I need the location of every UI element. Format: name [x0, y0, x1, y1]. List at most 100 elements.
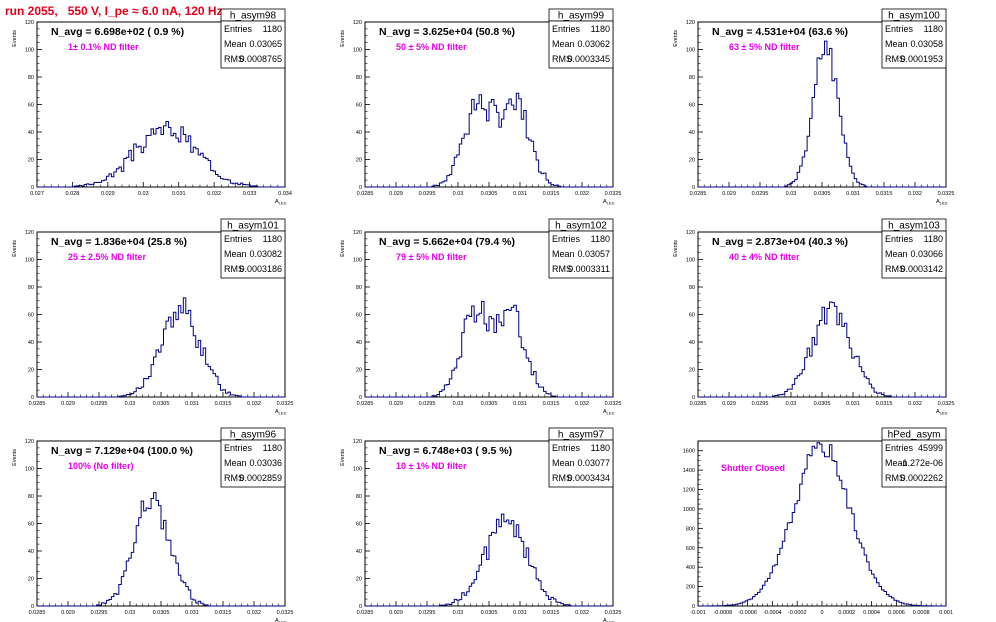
y-tick-label: 0 — [359, 604, 362, 610]
x-tick-label: 0.03 — [453, 610, 464, 616]
histogram-panel-h_asym102: 0 20 40 60 80 100 120 0.0285 0.029 0.0295 0.03 0.03… — [340, 218, 622, 416]
x-tick-label: 0.0285 — [690, 191, 707, 197]
stats-value: 1180 — [263, 24, 282, 34]
x-tick-label: 0.029 — [389, 191, 403, 197]
x-tick-label: 0.0305 — [814, 401, 831, 407]
y-tick-label: 80 — [28, 75, 34, 81]
x-tick-label: 0.032 — [575, 401, 589, 407]
stats-label: Mean — [552, 249, 575, 259]
histogram-trace — [37, 297, 285, 398]
x-tick-label: 0.0325 — [938, 191, 955, 197]
y-tick-label: 120 — [25, 230, 34, 236]
filter-label: 63 ± 5% ND filter — [729, 42, 800, 52]
y-tick-label: 0 — [359, 395, 362, 401]
x-tick-label: 0.0002 — [838, 610, 855, 616]
histogram-trace — [37, 492, 285, 607]
stats-value: 0.0003434 — [567, 473, 610, 483]
y-tick-label: 100 — [686, 258, 695, 264]
x-tick-label: 0.031 — [172, 191, 186, 197]
stats-label: Entries — [885, 443, 914, 453]
filter-label: 50 ± 5% ND filter — [396, 42, 467, 52]
stats-title: h_asym99 — [558, 11, 605, 22]
navg-label: N_avg = 7.129e+04 (100.0 %) — [51, 445, 193, 457]
stats-title: h_asym96 — [230, 430, 277, 441]
y-tick-label: 40 — [356, 340, 362, 346]
x-tick-label: -0.0004 — [763, 610, 782, 616]
x-tick-label: 0.0285 — [690, 401, 707, 407]
stats-value: -1.272e-06 — [899, 458, 943, 468]
histogram-trace — [365, 513, 613, 607]
x-tick-label: 0.031 — [846, 191, 860, 197]
y-tick-label: 120 — [686, 230, 695, 236]
filter-label: 25 ± 2.5% ND filter — [68, 252, 146, 262]
stats-label: RMS — [552, 54, 572, 64]
y-tick-label: 100 — [353, 258, 362, 264]
navg-label: N_avg = 3.625e+04 (50.8 %) — [379, 26, 515, 38]
navg-label: N_avg = 6.748e+03 ( 9.5 %) — [379, 445, 512, 457]
navg-label: N_avg = 4.531e+04 (63.6 %) — [712, 26, 848, 38]
filter-label: 79 ± 5% ND filter — [396, 252, 467, 262]
stats-label: RMS — [885, 54, 905, 64]
y-tick-label: 100 — [25, 48, 34, 54]
y-axis-title: Events — [12, 240, 18, 257]
stats-label: Entries — [885, 234, 914, 244]
x-axis-title: ALED — [603, 409, 615, 416]
histogram-trace — [698, 301, 946, 398]
x-tick-label: 0.0285 — [357, 610, 374, 616]
y-tick-label: 60 — [356, 103, 362, 109]
x-tick-label: 0.031 — [513, 401, 527, 407]
stats-label: RMS — [224, 264, 244, 274]
y-tick-label: 0 — [31, 395, 34, 401]
stats-value: 0.03065 — [249, 39, 282, 49]
stats-value: 0.03057 — [577, 249, 610, 259]
x-tick-label: 0.028 — [66, 191, 80, 197]
stats-box — [220, 439, 286, 488]
stats-box — [548, 439, 614, 488]
x-tick-label: 0.0295 — [752, 191, 769, 197]
stats-title: h_asym102 — [555, 221, 607, 232]
stats-value: 0.0003186 — [239, 264, 282, 274]
stats-label: Entries — [552, 234, 581, 244]
y-tick-label: 80 — [689, 285, 695, 291]
y-tick-label: 60 — [356, 313, 362, 319]
y-axis-title: Events — [673, 240, 679, 257]
y-tick-label: 120 — [353, 20, 362, 26]
stats-value: 0.0002859 — [239, 473, 282, 483]
stats-label: RMS — [885, 473, 905, 483]
y-tick-label: 800 — [686, 526, 695, 532]
stats-label: Mean — [552, 458, 575, 468]
x-tick-label: 0.032 — [247, 401, 261, 407]
x-tick-label: 0.031 — [185, 401, 199, 407]
y-tick-label: 80 — [356, 75, 362, 81]
y-tick-label: 60 — [28, 103, 34, 109]
x-tick-label: 0.0004 — [863, 610, 880, 616]
stats-label: Entries — [885, 24, 914, 34]
filter-label: 10 ± 1% ND filter — [396, 461, 467, 471]
x-tick-label: 0.031 — [846, 401, 860, 407]
x-axis-title-subscript: LED — [607, 411, 615, 416]
y-tick-label: 400 — [686, 565, 695, 571]
stats-value: 0.0002262 — [900, 473, 943, 483]
stats-title: h_asym98 — [230, 11, 277, 22]
y-tick-label: 20 — [689, 158, 695, 164]
x-tick-label: 0.0295 — [419, 610, 436, 616]
stats-value: 0.0008765 — [239, 54, 282, 64]
histogram-trace — [365, 92, 613, 188]
y-tick-label: 80 — [356, 285, 362, 291]
stats-box — [881, 439, 947, 488]
stats-label: Mean — [885, 458, 908, 468]
x-tick-label: 0.0305 — [153, 610, 170, 616]
x-tick-label: 0.029 — [389, 610, 403, 616]
y-tick-label: 20 — [356, 368, 362, 374]
x-tick-label: 0.0325 — [605, 401, 622, 407]
stats-label: Entries — [224, 443, 253, 453]
x-axis-title: ALED — [603, 618, 615, 622]
x-tick-label: 0.032 — [247, 610, 261, 616]
x-tick-label: 0.031 — [185, 610, 199, 616]
stats-label: Entries — [224, 24, 253, 34]
histogram-panel-h_asym98: 0 20 40 60 80 100 120 0.027 0.028 0.029 0.03 0.031 0… — [12, 8, 292, 206]
x-tick-label: 0.0305 — [814, 191, 831, 197]
x-tick-label: 0 — [820, 610, 823, 616]
y-tick-label: 600 — [686, 546, 695, 552]
